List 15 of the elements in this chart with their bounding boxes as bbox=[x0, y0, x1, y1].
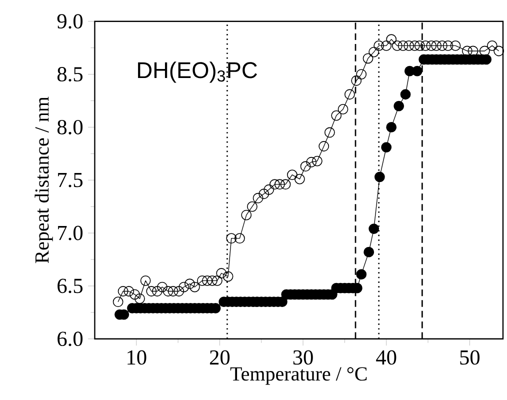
y-tick-label: 8.0 bbox=[57, 120, 83, 134]
x-tick-label: 30 bbox=[293, 350, 313, 365]
x-tick-label: 50 bbox=[460, 350, 480, 365]
y-tick-label: 7.5 bbox=[58, 172, 83, 188]
y-axis-title: Repeat distance / nm bbox=[34, 96, 53, 264]
y-tick-label: 7.0 bbox=[58, 226, 83, 240]
annotation: DH(EO)$_{3}$PC bbox=[138, 61, 257, 83]
y-tick-label: 6.0 bbox=[58, 332, 83, 346]
y-tick-label: 9.0 bbox=[57, 14, 83, 28]
y-tick-label: 8.5 bbox=[57, 66, 83, 82]
y-tick-label: 6.5 bbox=[58, 278, 83, 294]
x-tick-label: 40 bbox=[376, 350, 396, 365]
x-tick-label: 10 bbox=[128, 350, 146, 365]
x-tick-label: 20 bbox=[210, 350, 230, 365]
x-axis-title: Temperature / °C bbox=[230, 367, 367, 385]
